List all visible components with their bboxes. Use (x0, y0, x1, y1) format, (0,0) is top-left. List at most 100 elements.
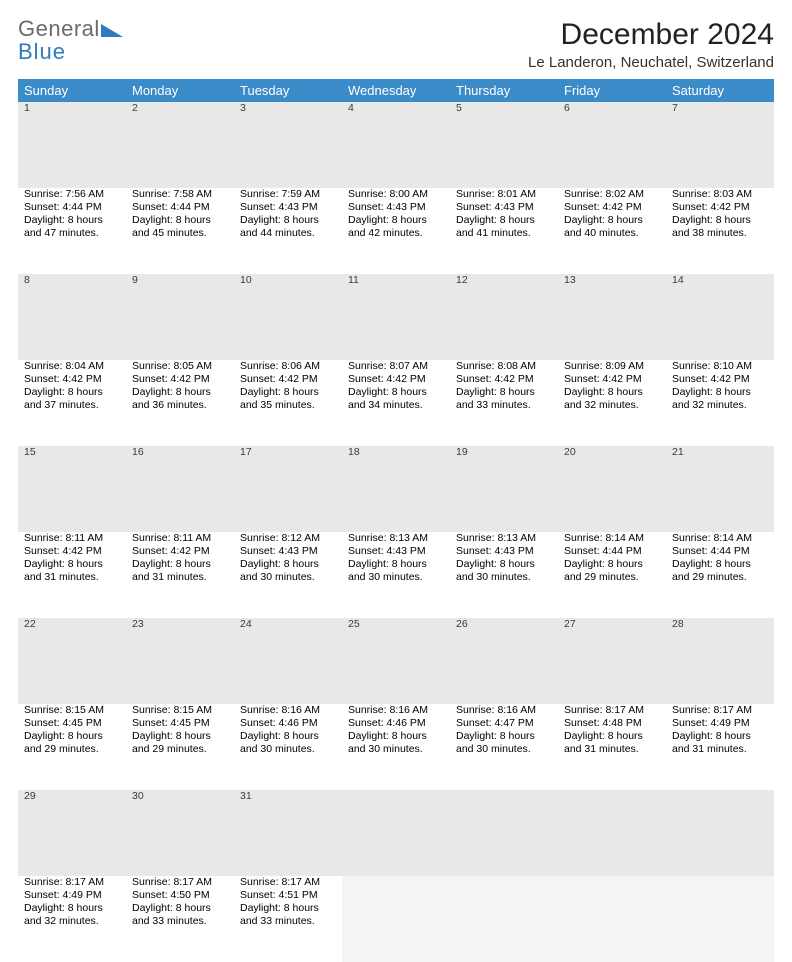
sunset-label: Sunset: (672, 373, 711, 385)
day-number: 24 (234, 618, 342, 704)
sunrise-line: Sunrise: 8:08 AM (456, 360, 552, 373)
day-cell: Sunrise: 8:15 AMSunset: 4:45 PMDaylight:… (126, 704, 234, 790)
sunset-value: 4:43 PM (279, 201, 318, 213)
sunset-value: 4:49 PM (711, 717, 750, 729)
sunset-line: Sunset: 4:43 PM (240, 545, 336, 558)
daylight-label: Daylight: (132, 902, 176, 914)
sunrise-value: 8:03 AM (713, 188, 752, 200)
sunset-label: Sunset: (24, 889, 63, 901)
sunset-line: Sunset: 4:49 PM (672, 717, 768, 730)
sunset-line: Sunset: 4:42 PM (456, 373, 552, 386)
sunset-line: Sunset: 4:42 PM (564, 373, 660, 386)
sunrise-value: 8:08 AM (497, 360, 536, 372)
day-cell: Sunrise: 8:12 AMSunset: 4:43 PMDaylight:… (234, 532, 342, 618)
day-number: 7 (666, 102, 774, 188)
sunset-line: Sunset: 4:42 PM (24, 373, 120, 386)
day-cell: Sunrise: 8:17 AMSunset: 4:48 PMDaylight:… (558, 704, 666, 790)
sunrise-line: Sunrise: 8:14 AM (564, 532, 660, 545)
day-header: Saturday (666, 79, 774, 102)
sunset-line: Sunset: 4:46 PM (240, 717, 336, 730)
daylight-line: Daylight: 8 hours and 38 minutes. (672, 214, 768, 240)
sunset-value: 4:45 PM (63, 717, 102, 729)
day-number: 31 (234, 790, 342, 876)
day-number-empty (450, 790, 558, 876)
sunrise-line: Sunrise: 7:58 AM (132, 188, 228, 201)
location-text: Le Landeron, Neuchatel, Switzerland (528, 54, 774, 71)
sunrise-line: Sunrise: 8:09 AM (564, 360, 660, 373)
sunrise-label: Sunrise: (348, 360, 389, 372)
logo-triangle-icon (101, 21, 123, 41)
daylight-line: Daylight: 8 hours and 33 minutes. (456, 386, 552, 412)
sunrise-label: Sunrise: (240, 704, 281, 716)
sunrise-line: Sunrise: 8:17 AM (564, 704, 660, 717)
sunrise-value: 8:09 AM (605, 360, 644, 372)
daynum-row: 293031 (18, 790, 774, 876)
daylight-line: Daylight: 8 hours and 29 minutes. (24, 730, 120, 756)
sunrise-label: Sunrise: (348, 704, 389, 716)
sunrise-value: 8:17 AM (281, 876, 320, 888)
day-number: 8 (18, 274, 126, 360)
sunset-label: Sunset: (456, 201, 495, 213)
day-cell: Sunrise: 8:07 AMSunset: 4:42 PMDaylight:… (342, 360, 450, 446)
daylight-label: Daylight: (348, 386, 392, 398)
day-cell: Sunrise: 8:13 AMSunset: 4:43 PMDaylight:… (342, 532, 450, 618)
sunrise-value: 8:14 AM (605, 532, 644, 544)
day-cell: Sunrise: 8:05 AMSunset: 4:42 PMDaylight:… (126, 360, 234, 446)
sunset-value: 4:42 PM (711, 201, 750, 213)
day-number-empty (558, 790, 666, 876)
daylight-label: Daylight: (240, 386, 284, 398)
daylight-line: Daylight: 8 hours and 30 minutes. (348, 558, 444, 584)
day-number: 17 (234, 446, 342, 532)
sunrise-label: Sunrise: (24, 532, 65, 544)
sunrise-line: Sunrise: 8:16 AM (456, 704, 552, 717)
sunrise-label: Sunrise: (132, 188, 173, 200)
day-cell: Sunrise: 8:02 AMSunset: 4:42 PMDaylight:… (558, 188, 666, 274)
sunrise-label: Sunrise: (24, 876, 65, 888)
day-number: 27 (558, 618, 666, 704)
sunrise-value: 8:04 AM (65, 360, 104, 372)
daylight-line: Daylight: 8 hours and 47 minutes. (24, 214, 120, 240)
sunset-value: 4:42 PM (171, 373, 210, 385)
sunset-value: 4:43 PM (279, 545, 318, 557)
day-cell: Sunrise: 8:17 AMSunset: 4:51 PMDaylight:… (234, 876, 342, 962)
day-number: 16 (126, 446, 234, 532)
day-cell: Sunrise: 8:00 AMSunset: 4:43 PMDaylight:… (342, 188, 450, 274)
daylight-line: Daylight: 8 hours and 29 minutes. (132, 730, 228, 756)
sunrise-label: Sunrise: (132, 876, 173, 888)
day-content-row: Sunrise: 7:56 AM Sunset: 4:44 PM Daylight:… (18, 188, 774, 274)
sunrise-line: Sunrise: 8:17 AM (672, 704, 768, 717)
sunset-value: 4:49 PM (63, 889, 102, 901)
sunrise-line: Sunrise: 7:56 AM (24, 188, 120, 201)
sunset-line: Sunset: 4:45 PM (24, 717, 120, 730)
sunrise-value: 7:59 AM (281, 188, 320, 200)
day-number: 2 (126, 102, 234, 188)
daylight-label: Daylight: (564, 214, 608, 226)
sunrise-value: 8:11 AM (65, 532, 103, 544)
sunrise-line: Sunrise: 8:15 AM (132, 704, 228, 717)
daylight-line: Daylight: 8 hours and 29 minutes. (672, 558, 768, 584)
daylight-label: Daylight: (564, 730, 608, 742)
day-number: 5 (450, 102, 558, 188)
sunrise-line: Sunrise: 7:59 AM (240, 188, 336, 201)
day-number: 23 (126, 618, 234, 704)
sunrise-label: Sunrise: (672, 532, 713, 544)
day-number: 15 (18, 446, 126, 532)
sunset-value: 4:43 PM (495, 201, 534, 213)
sunset-value: 4:47 PM (495, 717, 534, 729)
sunset-label: Sunset: (348, 373, 387, 385)
sunrise-line: Sunrise: 8:03 AM (672, 188, 768, 201)
daylight-line: Daylight: 8 hours and 44 minutes. (240, 214, 336, 240)
sunrise-label: Sunrise: (24, 188, 65, 200)
sunset-value: 4:44 PM (171, 201, 210, 213)
daylight-label: Daylight: (564, 558, 608, 570)
day-cell-blank (450, 876, 558, 962)
sunrise-value: 8:16 AM (281, 704, 320, 716)
sunrise-line: Sunrise: 8:10 AM (672, 360, 768, 373)
daynum-row: 15161718192021 (18, 446, 774, 532)
sunset-value: 4:42 PM (495, 373, 534, 385)
sunset-line: Sunset: 4:46 PM (348, 717, 444, 730)
sunrise-label: Sunrise: (672, 360, 713, 372)
sunrise-label: Sunrise: (564, 360, 605, 372)
sunrise-line: Sunrise: 8:11 AM (24, 532, 120, 545)
daylight-label: Daylight: (564, 386, 608, 398)
